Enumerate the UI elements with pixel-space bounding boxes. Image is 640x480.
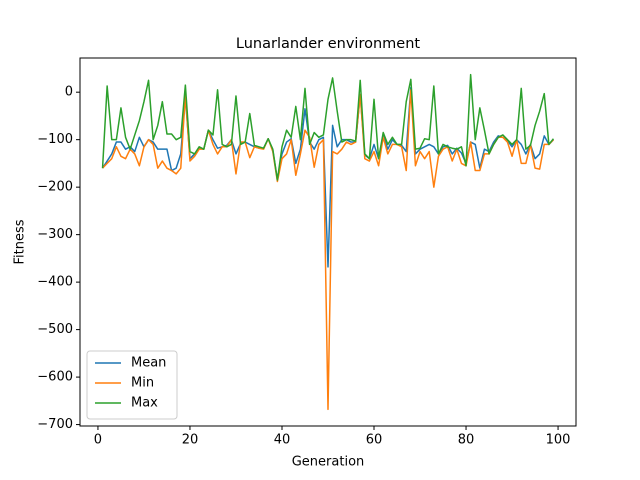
- y-tick-label: −300: [37, 227, 73, 242]
- legend-label: Max: [131, 396, 158, 411]
- y-axis-label: Fitness: [13, 219, 28, 264]
- y-tick-label: −200: [37, 180, 73, 195]
- x-tick-label: 40: [274, 433, 291, 448]
- legend-box: [86, 350, 178, 420]
- y-tick-label: 0: [65, 85, 73, 100]
- legend-label: Min: [131, 376, 154, 391]
- x-tick-label: 100: [546, 433, 571, 448]
- legend-label: Mean: [131, 356, 166, 371]
- y-tick-label: −400: [37, 275, 73, 290]
- chart-title: Lunarlander environment: [236, 36, 421, 52]
- y-tick-label: −100: [37, 132, 73, 147]
- x-axis-label: Generation: [292, 455, 365, 470]
- y-tick-label: −600: [37, 370, 73, 385]
- line-series: [101, 86, 554, 268]
- x-tick-label: 20: [182, 433, 199, 448]
- x-tick-label: 60: [366, 433, 383, 448]
- x-tick-label: 0: [94, 433, 102, 448]
- y-tick-label: −700: [37, 417, 73, 432]
- plot-frame: [79, 57, 577, 427]
- line-series: [102, 89, 554, 411]
- y-tick-label: −500: [37, 322, 73, 337]
- x-tick-label: 80: [458, 433, 475, 448]
- line-series: [101, 73, 555, 181]
